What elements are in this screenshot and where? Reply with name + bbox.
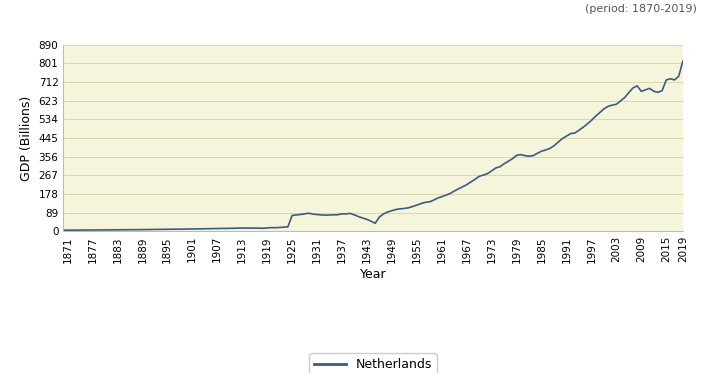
Netherlands	[408, 204, 417, 209]
Netherlands	[263, 226, 271, 230]
Netherlands	[679, 59, 687, 63]
X-axis label: Year: Year	[360, 268, 386, 281]
Line: Netherlands: Netherlands	[63, 61, 683, 230]
Netherlands	[304, 211, 313, 216]
Netherlands	[384, 210, 392, 214]
Y-axis label: GDP (Billions): GDP (Billions)	[20, 95, 33, 181]
Legend: Netherlands: Netherlands	[309, 353, 437, 373]
Text: (period: 1870-2019): (period: 1870-2019)	[585, 4, 697, 14]
Netherlands	[570, 131, 579, 135]
Netherlands	[59, 228, 68, 232]
Netherlands	[487, 169, 496, 173]
